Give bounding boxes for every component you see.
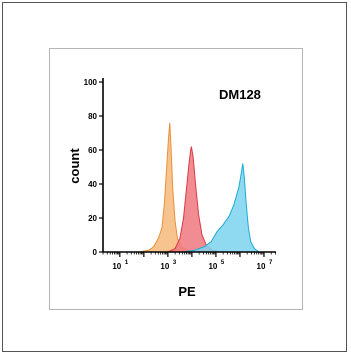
- y-tick-label: 0: [93, 248, 98, 257]
- x-tick-exponent: 3: [173, 260, 177, 266]
- x-tick-exponent: 5: [221, 260, 225, 266]
- y-tick-label: 60: [88, 146, 97, 155]
- x-tick-exponent: 7: [269, 260, 273, 266]
- x-tick-label: 10: [160, 262, 169, 271]
- y-tick-label: 80: [88, 112, 97, 121]
- outer-frame: [2, 2, 347, 352]
- y-tick-label: 40: [88, 180, 97, 189]
- histogram-series-3: [182, 163, 261, 253]
- y-axis-label: count: [67, 148, 82, 184]
- chart-panel: [49, 48, 303, 310]
- y-tick-label: 20: [88, 214, 97, 223]
- x-tick-label: 10: [112, 262, 121, 271]
- x-axis-label: PE: [178, 284, 196, 299]
- x-tick-label: 10: [257, 262, 266, 271]
- series-layer: [119, 122, 261, 253]
- x-tick-label: 10: [208, 262, 217, 271]
- y-tick-label: 100: [84, 78, 98, 87]
- x-tick-exponent: 1: [125, 260, 129, 266]
- chart-title: DM128: [219, 87, 261, 102]
